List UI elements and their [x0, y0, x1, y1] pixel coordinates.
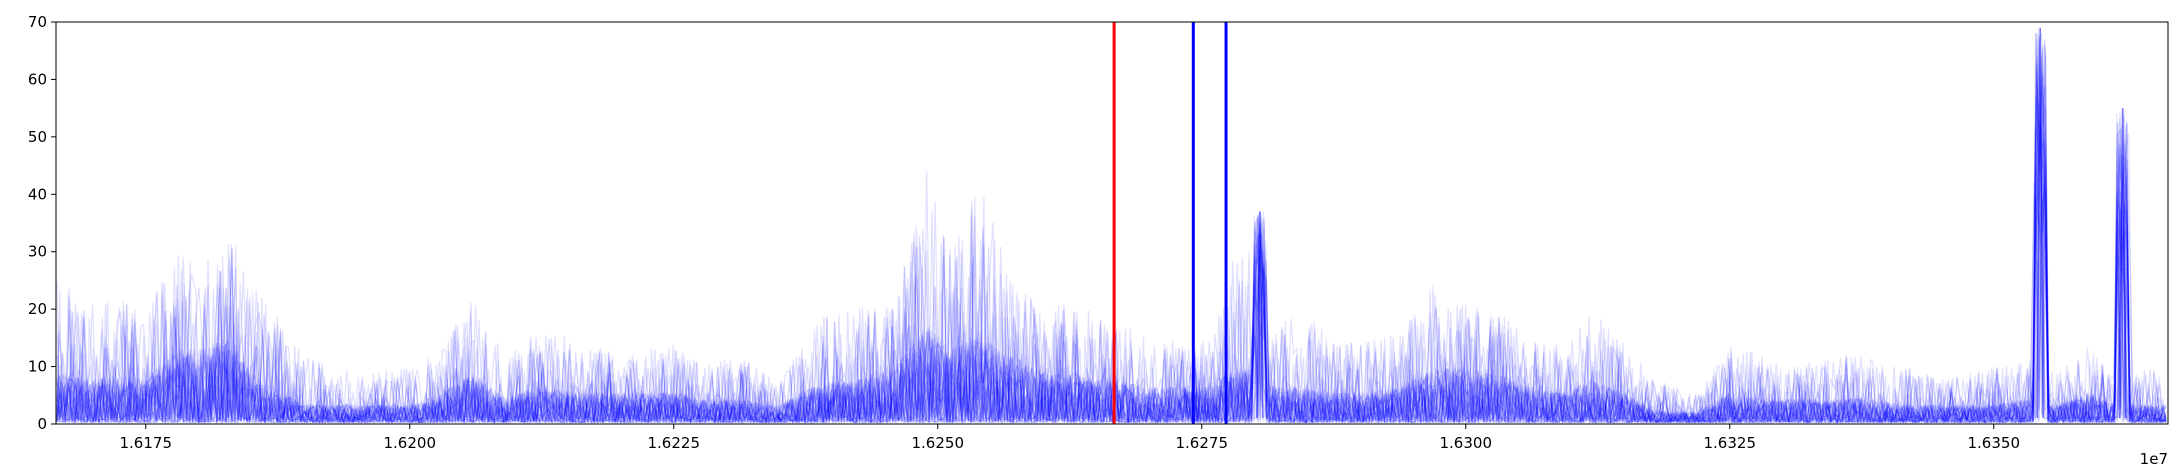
series-line-9	[56, 144, 2166, 425]
x-tick-label-7: 1.6350	[1968, 434, 2021, 452]
series-line-23	[56, 41, 2166, 425]
series-line-24	[56, 121, 2167, 425]
series-line-16	[57, 40, 2167, 425]
series-line-25	[56, 105, 2167, 425]
series-line-1	[56, 190, 2167, 425]
series-line-37	[55, 78, 2167, 425]
plot-frame	[55, 21, 2169, 425]
series-line-5	[55, 132, 2166, 425]
y-tick-label-0: 0	[37, 415, 47, 433]
series-line-12	[56, 45, 2167, 425]
x-tick-label-3: 1.6250	[912, 434, 965, 452]
x-tick-label-4: 1.6275	[1176, 434, 1229, 452]
series-line-32	[55, 143, 2167, 425]
series-line-6	[56, 34, 2166, 425]
series-line-29	[55, 122, 2168, 425]
y-tick-label-3: 30	[28, 243, 47, 261]
y-tick-label-6: 60	[28, 70, 47, 88]
series-line-31	[55, 139, 2166, 425]
series-line-27	[56, 64, 2166, 425]
series-line-26	[56, 103, 2167, 425]
x-tick-label-6: 1.6325	[1704, 434, 1757, 452]
series-line-2	[55, 38, 2167, 425]
x-tick-label-2: 1.6225	[648, 434, 701, 452]
series-line-14	[56, 81, 2167, 425]
series-line-3	[57, 29, 2167, 425]
series-line-33	[55, 38, 2167, 425]
series-line-21	[56, 143, 2167, 425]
y-axis: 0 10 20 30 40 50 60 70	[28, 13, 56, 433]
y-tick-label-5: 50	[28, 128, 47, 146]
spike-1	[2036, 27, 2044, 419]
series-line-0	[56, 85, 2167, 425]
spike-2	[2118, 108, 2127, 419]
y-tick-label-7: 70	[28, 13, 47, 31]
y-tick-label-2: 20	[28, 300, 47, 318]
series-line-30	[55, 86, 2167, 425]
series-layer	[55, 27, 2168, 425]
series-line-36	[56, 33, 2167, 425]
series-line-13	[56, 54, 2167, 425]
series-line-10	[55, 158, 2167, 425]
x-axis-offset-label: 1e7	[2140, 450, 2168, 468]
series-line-7	[56, 39, 2168, 425]
series-line-38	[55, 55, 2168, 425]
x-tick-label-0: 1.6175	[120, 434, 173, 452]
series-line-20	[56, 85, 2167, 425]
series-line-35	[56, 101, 2166, 425]
x-tick-label-1: 1.6200	[384, 434, 437, 452]
spike-0	[1256, 211, 1264, 419]
series-line-18	[56, 142, 2167, 425]
y-tick-label-4: 40	[28, 185, 47, 203]
series-line-19	[56, 113, 2167, 425]
vertical-marker-layer	[1112, 22, 1228, 424]
y-tick-label-1: 10	[28, 358, 47, 376]
series-line-4	[56, 33, 2166, 425]
series-line-11	[56, 139, 2166, 425]
series-line-28	[56, 92, 2167, 425]
x-axis: 1.6175 1.6200 1.6225 1.6250 1.6275 1.6300 1.63…	[120, 424, 2021, 452]
series-line-15	[56, 32, 2167, 425]
series-line-34	[56, 44, 2166, 425]
series-line-17	[55, 56, 2167, 425]
series-line-8	[56, 62, 2167, 425]
series-line-22	[56, 32, 2166, 425]
series-line-39	[57, 51, 2167, 425]
x-tick-label-5: 1.6300	[1440, 434, 1493, 452]
